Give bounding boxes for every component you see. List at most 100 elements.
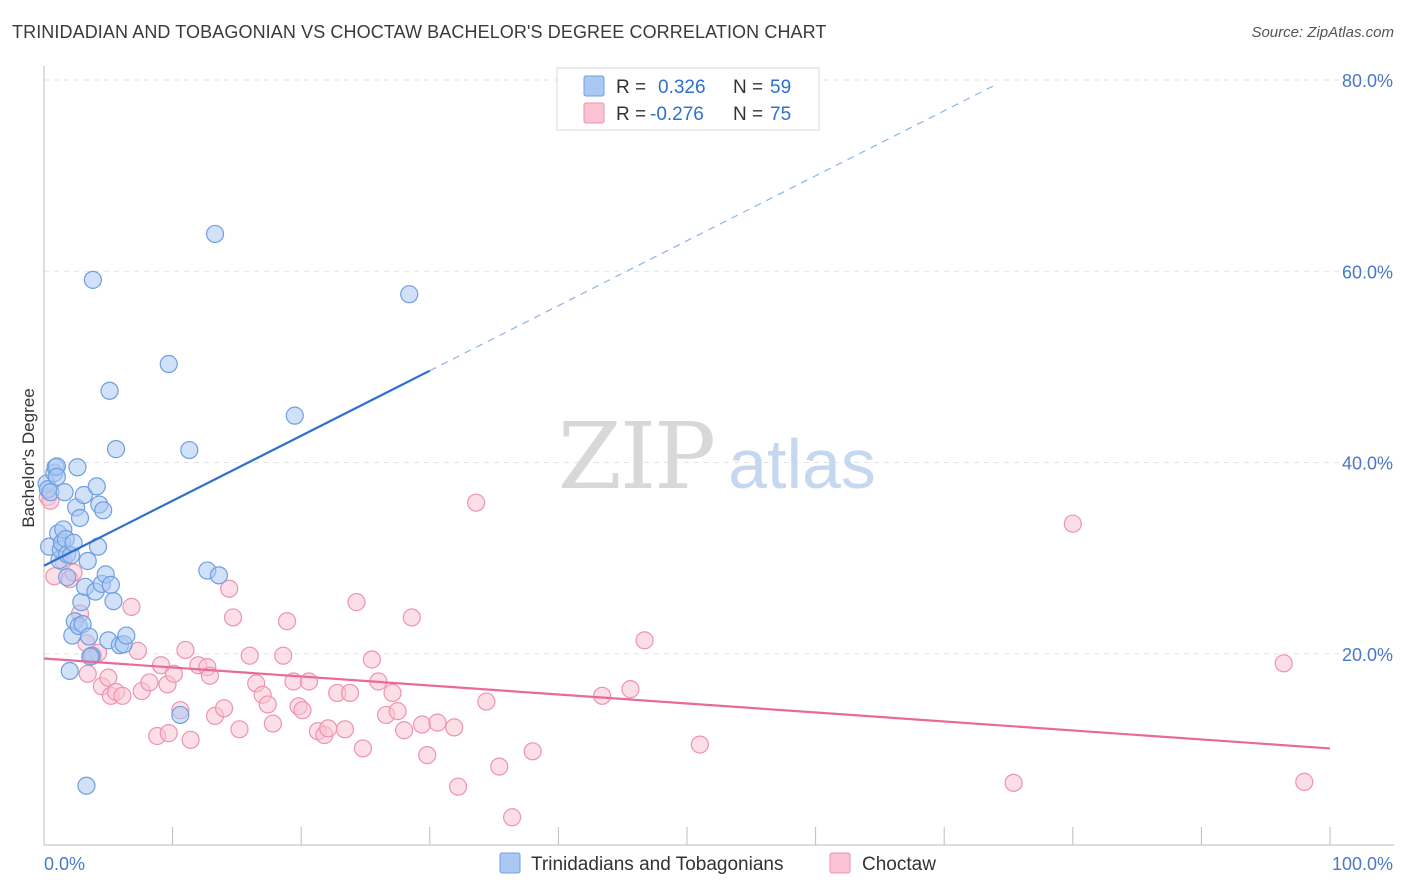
trinidadian-point-52 [180, 440, 199, 460]
choctaw-point-74 [635, 631, 654, 650]
trinidadian-point-40 [94, 501, 113, 520]
trinidadian-points [37, 224, 419, 795]
legend-swatch-blue [583, 75, 605, 97]
choctaw-point-42 [277, 612, 297, 631]
choctaw-point-65 [445, 718, 464, 737]
choctaw-point-52 [340, 683, 360, 703]
y-axis-label: Bachelor's Degree [19, 388, 38, 527]
trinidadian-point-55 [209, 566, 228, 585]
choctaw-point-45 [293, 701, 312, 720]
choctaw-point-66 [448, 777, 468, 796]
choctaw-point-16 [122, 597, 141, 616]
choctaw-point-15 [113, 686, 132, 705]
source-note: Source: ZipAtlas.com [1251, 24, 1394, 41]
trinidadian-point-44 [101, 575, 120, 595]
choctaw-trend-line [43, 657, 1331, 750]
y-tick-label-1: 40.0% [1342, 454, 1393, 474]
choctaw-point-12 [99, 668, 118, 687]
trinidadian-point-36 [87, 477, 106, 496]
choctaw-point-73 [621, 680, 640, 699]
trinidadian-point-50 [159, 354, 178, 374]
x-tick-label-0: 0.0% [44, 854, 85, 874]
legend-r-value-1: 0.326 [658, 77, 706, 98]
tick-labels: 20.0% 40.0% 60.0% 80.0% 0.0% 100.0% [44, 71, 1393, 874]
choctaw-point-63 [418, 746, 437, 765]
trinidadian-trend-line [43, 369, 431, 567]
choctaw-point-53 [347, 593, 366, 612]
choctaw-point-58 [383, 683, 402, 703]
choctaw-point-8 [78, 664, 97, 683]
legend-n-value-2: 75 [770, 104, 791, 125]
choctaw-point-75 [690, 735, 709, 754]
choctaw-points [38, 487, 1314, 827]
choctaw-point-72 [593, 686, 612, 705]
legend-n-label-2: N = [733, 104, 763, 125]
choctaw-point-27 [181, 730, 200, 749]
choctaw-point-40 [263, 714, 283, 733]
chart-title: TRINIDADIAN AND TOBAGONIAN VS CHOCTAW BA… [12, 22, 827, 42]
choctaw-point-26 [176, 640, 195, 660]
trinidadian-point-30 [77, 776, 96, 795]
choctaw-point-76 [1004, 773, 1023, 792]
trinidadian-point-43 [100, 381, 119, 400]
choctaw-point-67 [466, 493, 486, 512]
choctaw-point-78 [1274, 654, 1293, 673]
choctaw-point-79 [1295, 772, 1314, 791]
trinidadian-point-15 [58, 568, 77, 587]
trinidadian-point-46 [106, 440, 126, 459]
choctaw-point-54 [353, 739, 373, 758]
choctaw-point-32 [214, 699, 234, 718]
watermark-atlas: atlas [728, 425, 876, 503]
trinidadian-point-54 [205, 224, 225, 244]
choctaw-point-39 [258, 695, 277, 714]
trinidadian-point-45 [104, 592, 123, 611]
choctaw-point-49 [319, 719, 338, 738]
bottom-legend-swatch-blue [499, 852, 521, 874]
watermark-zip: ZIP [558, 403, 714, 510]
choctaw-point-41 [274, 646, 293, 665]
bottom-legend: Trinidadians and Tobagonians Choctaw [499, 852, 936, 875]
legend-r-label-2: R = [616, 104, 646, 125]
y-tick-label-0: 20.0% [1342, 645, 1393, 665]
trinidadian-point-25 [70, 508, 90, 528]
choctaw-point-34 [223, 608, 243, 627]
y-tick-label-3: 80.0% [1342, 71, 1393, 91]
legend-n-label-1: N = [733, 77, 763, 98]
choctaw-point-61 [402, 608, 421, 627]
choctaw-point-68 [477, 692, 496, 711]
choctaw-point-64 [428, 713, 447, 732]
choctaw-point-71 [523, 742, 542, 761]
y-tick-label-2: 60.0% [1342, 262, 1393, 282]
trinidadian-point-7 [47, 467, 66, 486]
trinidadian-point-56 [285, 406, 304, 425]
trinidadian-trend-extension [429, 84, 996, 372]
legend-swatch-pink [583, 102, 605, 124]
bottom-legend-label-pink: Choctaw [862, 854, 936, 875]
choctaw-point-69 [490, 757, 509, 776]
trinidadian-point-28 [74, 485, 93, 505]
trend-lines [43, 84, 1331, 750]
choctaw-point-77 [1063, 514, 1082, 533]
choctaw-point-51 [335, 720, 355, 739]
trinidadian-point-26 [72, 593, 91, 612]
grid-lines [44, 79, 1394, 655]
bottom-legend-swatch-pink [829, 852, 851, 874]
trinidadian-point-17 [60, 661, 79, 681]
bottom-legend-label-blue: Trinidadians and Tobagonians [531, 854, 783, 875]
choctaw-point-55 [362, 650, 382, 669]
trinidadian-point-23 [68, 458, 87, 477]
choctaw-point-36 [240, 646, 259, 665]
x-tick-label-1: 100.0% [1332, 854, 1393, 874]
axes [43, 66, 1394, 846]
choctaw-point-35 [230, 720, 249, 739]
trinidadian-point-49 [117, 626, 136, 645]
trinidadian-point-57 [400, 285, 419, 304]
choctaw-point-59 [388, 702, 407, 721]
legend-r-label-1: R = [616, 77, 646, 98]
choctaw-point-33 [220, 579, 239, 598]
choctaw-point-19 [140, 673, 159, 692]
legend-r-value-2: -0.276 [650, 104, 704, 125]
choctaw-point-62 [412, 715, 432, 734]
legend-n-value-1: 59 [770, 77, 791, 98]
